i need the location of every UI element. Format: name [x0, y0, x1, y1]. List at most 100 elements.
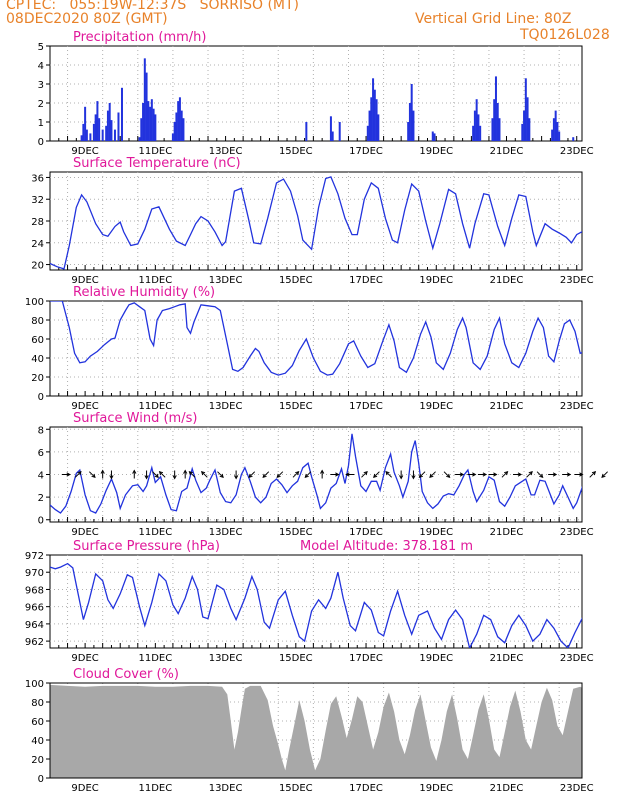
- x-tick-label: 15DEC: [279, 146, 313, 157]
- y-tick-label: 100: [25, 297, 44, 308]
- x-tick-label: 23DEC: [560, 783, 594, 794]
- wind-arrow-head: [373, 473, 378, 479]
- precip-bar: [554, 110, 557, 141]
- precip-bar: [431, 131, 434, 141]
- wind-arrow-shaft: [601, 471, 608, 478]
- panel-5: 0 20 40 60 80 100 9DEC 11DEC 13DEC 15DEC 17DEC 19DE…: [25, 667, 594, 794]
- precip-bar: [110, 120, 113, 141]
- y-tick-label: 4: [38, 471, 44, 482]
- wind-arrow-shaft: [276, 471, 284, 478]
- y-tick-label: 972: [25, 551, 44, 562]
- x-tick-label: 23DEC: [560, 527, 594, 538]
- x-tick-label: 19DEC: [419, 653, 453, 664]
- y-tick-label: 966: [25, 603, 44, 614]
- wind-arrow-shaft: [361, 471, 368, 478]
- y-tick-label: 964: [25, 620, 44, 631]
- precip-bar: [108, 103, 111, 141]
- wind-arrow: [562, 472, 572, 477]
- precip-bar: [558, 131, 561, 141]
- y-tick-label: 962: [25, 637, 44, 648]
- precip-bar: [85, 129, 88, 141]
- x-tick-label: 17DEC: [349, 653, 383, 664]
- precip-bar: [496, 103, 499, 141]
- precip-bar: [329, 116, 332, 141]
- y-tick-label: 36: [31, 173, 44, 184]
- wind-arrow: [330, 472, 340, 477]
- x-tick-label: 11DEC: [138, 527, 172, 538]
- wind-arrow-head: [154, 473, 159, 479]
- wind-arrow-head: [200, 470, 206, 476]
- x-tick-label: 21DEC: [490, 275, 524, 286]
- precip-bar: [412, 110, 415, 141]
- x-tick-label: 11DEC: [138, 401, 172, 412]
- precip-bar: [479, 125, 482, 141]
- y-tick-label: 0: [38, 774, 44, 785]
- wind-arrow-head: [411, 475, 416, 480]
- wind-arrow: [183, 469, 188, 479]
- x-tick-label: 11DEC: [138, 783, 172, 794]
- precip-bar: [80, 135, 83, 141]
- x-tick-label: 17DEC: [349, 783, 383, 794]
- precip-bar: [366, 125, 369, 141]
- wind-arrow-head: [459, 472, 465, 477]
- wind-arrow-shaft: [443, 471, 450, 478]
- wind-arrow-head: [172, 475, 177, 480]
- wind-arrow: [188, 470, 196, 478]
- wind-arrow: [601, 471, 608, 479]
- wind-arrow-head: [493, 472, 498, 477]
- precip-bar: [182, 118, 185, 141]
- precip-bar: [150, 99, 153, 141]
- wind-arrow-head: [335, 472, 340, 477]
- wind-arrow: [262, 471, 270, 479]
- precip-bar: [552, 118, 555, 141]
- precip-bar: [145, 72, 148, 141]
- y-tick-label: 8: [38, 425, 44, 436]
- precip-bar: [556, 122, 559, 141]
- x-tick-label: 23DEC: [560, 146, 594, 157]
- wind-arrow-head: [295, 470, 300, 476]
- precip-bar: [180, 110, 183, 141]
- panel-1: 20 24 28 32 36 9DEC 11DEC 13DEC 15DEC 17DEC 19DEC 2…: [31, 156, 594, 286]
- precip-bar: [173, 122, 176, 141]
- x-tick-label: 15DEC: [279, 653, 313, 664]
- wind-arrow-head: [399, 475, 404, 480]
- wind-arrow: [200, 470, 208, 478]
- x-tick-label: 11DEC: [138, 146, 172, 157]
- y-tick-label: 20: [31, 373, 44, 384]
- wind-arrow: [152, 471, 159, 479]
- wind-arrow: [61, 472, 71, 477]
- precip-bar: [101, 129, 104, 141]
- y-tick-label: 1: [38, 118, 44, 129]
- wind-arrow-shaft: [201, 471, 208, 478]
- wind-arrow: [100, 469, 105, 479]
- precip-bar: [152, 108, 155, 141]
- wind-arrow-shaft: [152, 471, 159, 478]
- wind-arrow-head: [262, 473, 267, 479]
- precip-bar: [82, 123, 85, 141]
- x-tick-label: 19DEC: [419, 527, 453, 538]
- precip-bar: [84, 106, 87, 141]
- wind-arrow-shaft: [589, 471, 596, 478]
- x-tick-label: 19DEC: [419, 783, 453, 794]
- wind-arrow-head: [552, 472, 558, 477]
- wind-arrow: [217, 471, 224, 479]
- wind-arrow-shaft: [304, 471, 312, 478]
- x-tick-label: 23DEC: [560, 275, 594, 286]
- header-grid-info: Vertical Grid Line: 80Z: [415, 11, 572, 27]
- wind-arrow: [172, 470, 177, 480]
- wind-arrow-head: [429, 473, 434, 479]
- x-tick-label: 19DEC: [419, 146, 453, 157]
- precip-bar: [98, 118, 101, 141]
- x-tick-label: 15DEC: [279, 275, 313, 286]
- x-tick-label: 21DEC: [490, 527, 524, 538]
- wind-arrow-head: [248, 473, 253, 479]
- x-tick-label: 13DEC: [209, 653, 243, 664]
- wind-arrow: [574, 472, 584, 477]
- precip-bar: [477, 114, 480, 141]
- precip-bar: [433, 133, 436, 141]
- y-tick-label: 20: [31, 755, 44, 766]
- panel-title: Relative Humidity (%): [73, 285, 215, 300]
- precip-bar: [524, 78, 527, 141]
- y-tick-label: 80: [31, 316, 44, 327]
